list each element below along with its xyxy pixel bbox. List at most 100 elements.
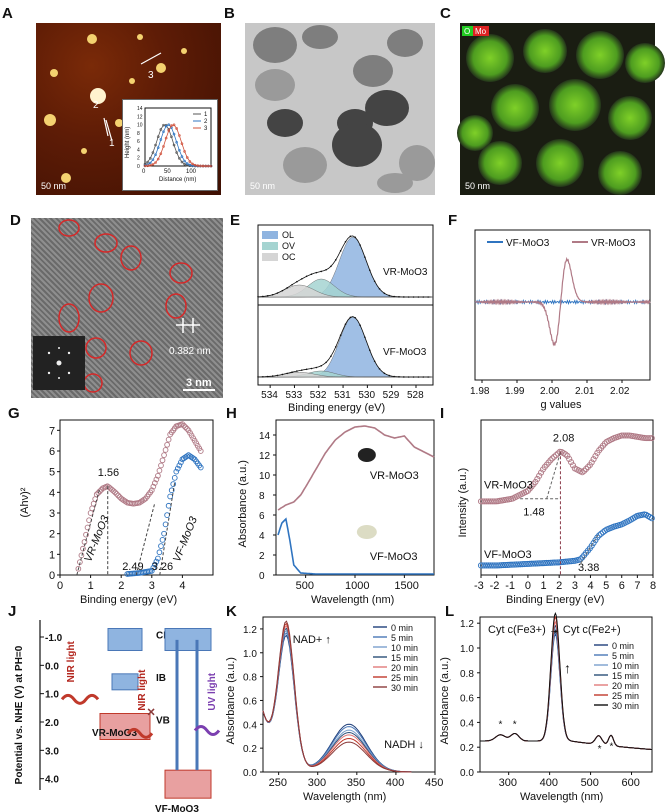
legend-label-OL: OL	[282, 230, 294, 240]
scalebar-d: 3 nm	[186, 377, 212, 389]
tick-label-x: 7	[634, 580, 640, 592]
label-vf-moo3: VF-MoO3	[484, 549, 532, 561]
legend-label: 0 min	[612, 641, 634, 651]
tick-label-x: -3	[474, 580, 484, 592]
x-axis-label: Wavelength (nm)	[520, 791, 603, 803]
tauc-point-vr	[84, 524, 91, 531]
panel-label-d: D	[10, 212, 21, 229]
vb-point-vr	[551, 453, 558, 460]
xps-envelope	[257, 235, 431, 298]
legend-label: 30 min	[391, 683, 418, 693]
tauc-point-vr	[162, 447, 169, 453]
plot-frame	[474, 229, 651, 381]
label-vr-moo3: VR-MoO3	[370, 470, 419, 482]
tick-label-x: 350	[347, 777, 365, 789]
tauc-point-vr	[159, 457, 166, 464]
label-vr-moo3: VR-MoO3	[484, 480, 533, 492]
vb-point-vf	[648, 515, 655, 522]
sample-vf: VF-MoO3	[155, 804, 199, 812]
tauc-point-vr	[164, 441, 170, 448]
tangent-vf	[159, 481, 176, 576]
tauc-point-vr	[153, 476, 160, 483]
tick-label-x: 1000	[345, 580, 369, 592]
y-axis-label: Intensity (a.u.)	[457, 468, 469, 538]
tick-label-y: 4	[49, 487, 55, 499]
blocked-mark: ×	[147, 703, 155, 719]
tick-label-y: 0	[259, 571, 265, 582]
tauc-point-vr	[152, 480, 158, 486]
inset-xlabel: Distance (nm)	[159, 177, 196, 183]
tick-label-y: 8	[259, 491, 265, 502]
tauc-point-vf	[164, 512, 170, 518]
tick-label-x: 500	[296, 580, 314, 592]
cytc-line-6	[480, 611, 652, 750]
tauc-point-vf	[165, 502, 172, 509]
tick-label-y: 1.0	[460, 644, 474, 655]
annot-2.08: 2.08	[553, 432, 574, 444]
tauc-point-vf	[176, 462, 183, 469]
tick-label-y: 2	[259, 551, 265, 562]
inset-tick-x: 50	[164, 169, 171, 175]
legend-label: 20 min	[391, 663, 418, 673]
vb-point-vf	[566, 558, 573, 565]
vb-point-vf	[558, 559, 565, 566]
tick-label-x: 2	[118, 580, 124, 592]
tauc-point-vr	[179, 421, 186, 427]
inset-tick-x: 100	[186, 169, 197, 175]
tick-label-y: 0	[49, 570, 55, 582]
inset-tick-y: 10	[137, 123, 143, 129]
tick-label-x: 1500	[394, 580, 418, 592]
band-ib: IB	[156, 673, 166, 684]
tauc-point-vf	[174, 465, 181, 472]
asterisk-marker: *	[598, 744, 602, 755]
vb-point-vf	[569, 557, 576, 565]
inset-point	[146, 160, 149, 164]
legend-label: 15 min	[612, 671, 639, 681]
annot-3.26: 3.26	[152, 561, 173, 573]
inset-ylabel: Height (nm)	[125, 127, 131, 158]
tauc-point-vr	[113, 491, 120, 497]
vb-point-vf	[568, 558, 575, 565]
cb-vf	[164, 628, 212, 651]
tauc-point-vr	[110, 488, 117, 494]
scalebar-c: 50 nm	[465, 181, 490, 191]
light-uv: UV light	[207, 672, 218, 710]
tick-label-x: 8	[650, 580, 656, 592]
vb-point-vr	[592, 453, 599, 460]
tick-label-x: 250	[269, 777, 287, 789]
tick-label-y: 0.6	[243, 696, 257, 707]
tauc-point-vr	[158, 462, 164, 469]
tauc-point-vf	[170, 481, 177, 487]
vr-powder-photo	[357, 448, 376, 462]
tick-label-y: 4.0	[45, 775, 59, 786]
tick-label-x: 1.99	[505, 386, 525, 397]
tauc-point-vf	[162, 521, 169, 528]
band-cb: CB	[156, 630, 170, 641]
legend-label: 10 min	[612, 661, 639, 671]
vb-point-vr	[564, 452, 571, 459]
vb-point-vr	[569, 462, 576, 469]
tick-label-x: 2.02	[610, 386, 630, 397]
tauc-point-vf	[158, 543, 164, 549]
asterisk-marker: *	[609, 742, 613, 753]
legend-label-OV: OV	[282, 241, 295, 251]
y-axis-label: Absorbance (a.u.)	[237, 460, 249, 547]
channel-o-label: O	[464, 27, 470, 36]
inset-tick-y: 12	[137, 114, 143, 120]
tick-label-y: 4	[259, 531, 265, 542]
tangent-vf	[580, 534, 599, 564]
vb-point-vr	[588, 459, 595, 466]
inset-tick-y: 0	[137, 164, 140, 170]
annot-1.56: 1.56	[98, 467, 119, 479]
legend-label-VF-MoO3: VF-MoO3	[506, 238, 550, 249]
vb-point-vr	[532, 478, 539, 486]
panel-a-afm-image: 1 2 3 50 nm 0 50 100 0 2 4 6 8 10 12 14 Distance (n…	[36, 23, 221, 195]
panel-label-e: E	[230, 212, 241, 229]
legend-label: 25 min	[391, 673, 418, 683]
x-axis-label: Binding Energy (eV)	[506, 594, 604, 606]
tauc-point-vr	[155, 472, 161, 479]
tauc-point-vf	[197, 464, 204, 471]
panel-b-tem-image: 50 nm	[245, 23, 435, 195]
